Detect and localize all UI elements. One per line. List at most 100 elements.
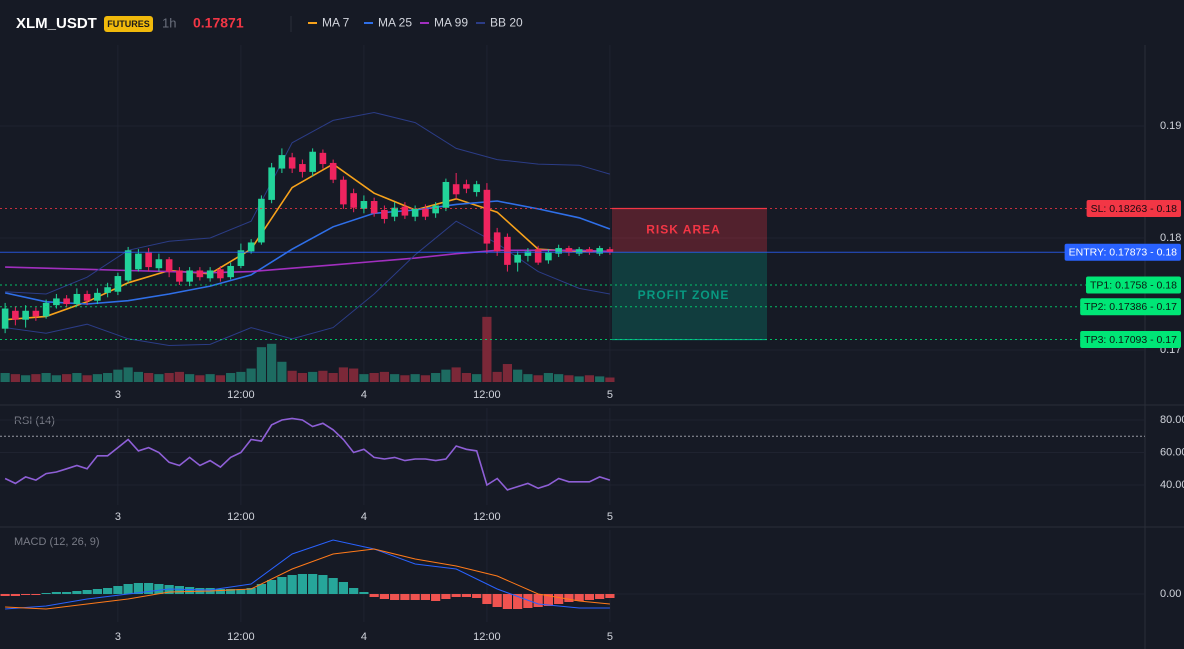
histogram-bar [523, 594, 533, 608]
price-tag-label: TP1: 0.1758 - 0.18 [1090, 279, 1177, 291]
zone-label: RISK AREA [646, 223, 721, 237]
volume-bar [205, 374, 215, 382]
candle-body [545, 252, 552, 261]
x-tick-label: 3 [115, 389, 121, 401]
volume-bar [379, 371, 390, 382]
candle-body [145, 252, 152, 268]
y-tick-label: 0.19 [1160, 120, 1181, 132]
x-tick-label: 12:00 [473, 511, 501, 523]
histogram-bar [144, 583, 154, 594]
histogram-bar [554, 594, 564, 604]
histogram-bar [328, 578, 338, 594]
volume-bar [584, 375, 595, 382]
candle-body [493, 232, 501, 252]
price-tag [1080, 298, 1181, 316]
zone [612, 208, 767, 253]
last-price: 0.17871 [193, 15, 244, 31]
x-tick-label: 4 [361, 631, 367, 643]
y-tick-label: 60.00 [1160, 446, 1184, 458]
histogram-bar [174, 586, 184, 594]
legend-label: MA 25 [378, 16, 412, 30]
volume-bar [574, 376, 584, 382]
volume-bar [492, 371, 502, 382]
interval: 1h [162, 15, 176, 30]
candle-body [401, 206, 409, 216]
volume-bar [103, 373, 113, 382]
candle-body [124, 250, 132, 281]
candle-body [217, 269, 224, 279]
rsi-line [4, 417, 611, 491]
x-tick-label: 4 [361, 389, 367, 401]
candle-body [155, 259, 163, 269]
candle-body [514, 254, 521, 263]
volume-bar [390, 374, 400, 382]
histogram-bar [461, 594, 472, 597]
candle-body [22, 310, 29, 320]
volume-bar [359, 374, 369, 382]
volume-bar [472, 374, 482, 382]
histogram-bar [72, 591, 82, 594]
candle-body [370, 201, 378, 214]
histogram-bar [513, 594, 523, 609]
badge-bg [104, 16, 153, 32]
histogram-bar [133, 583, 143, 594]
histogram-bar [482, 594, 492, 604]
histogram-bar [215, 589, 225, 594]
histogram-bar [605, 594, 615, 598]
candle-body [135, 253, 142, 270]
volume-bar [51, 375, 61, 382]
candle-body [555, 248, 562, 254]
candle-body [319, 152, 327, 165]
candle-body [94, 292, 101, 301]
candle-body [196, 270, 204, 278]
volume-bar [297, 373, 307, 382]
volume-bar [226, 373, 236, 382]
volume-bar [41, 373, 51, 382]
candle-body [340, 179, 347, 205]
candle-body [463, 184, 470, 189]
histogram-bar [185, 587, 195, 594]
volume-bar [523, 374, 533, 382]
bb-line [5, 111, 611, 295]
volume-bar [420, 375, 431, 382]
candle-body [596, 248, 603, 254]
candle-body [63, 298, 70, 305]
histogram-bar [349, 588, 359, 594]
ma-line [4, 200, 611, 305]
candle-body [483, 189, 491, 244]
histogram-bar [564, 594, 574, 602]
volume-bar [0, 373, 10, 382]
y-tick-label: 0.00 [1160, 588, 1181, 600]
candle-body [309, 151, 316, 172]
histogram-bar [338, 582, 348, 594]
volume-bar [277, 361, 287, 382]
histogram-bar [451, 594, 461, 597]
volume-bar [482, 316, 492, 382]
candle-body [360, 201, 368, 209]
candle-body [176, 270, 183, 282]
histogram-bar [420, 594, 431, 600]
x-tick-label: 12:00 [227, 631, 255, 643]
price-tag [1080, 331, 1181, 349]
volume-bar [441, 369, 451, 382]
histogram-bar [277, 577, 287, 594]
x-tick-label: 5 [607, 631, 613, 643]
candle-body [1, 308, 9, 329]
volume-bar [595, 376, 605, 382]
histogram-bar [267, 580, 277, 594]
y-tick-label: 80.00 [1160, 414, 1184, 426]
histogram-bar [82, 590, 92, 594]
candle-body [381, 209, 388, 219]
candle-body [114, 276, 122, 292]
candle-body [299, 164, 306, 172]
volume-bar [461, 373, 472, 382]
legend-label: BB 20 [490, 16, 523, 30]
candle-body [606, 249, 614, 253]
candle-body [237, 250, 245, 266]
histogram-bar [472, 594, 482, 598]
x-tick-label: 12:00 [473, 389, 501, 401]
volume-bar [287, 370, 297, 382]
histogram-bar [595, 594, 605, 599]
volume-bar [502, 364, 513, 382]
candle-body [452, 184, 460, 195]
